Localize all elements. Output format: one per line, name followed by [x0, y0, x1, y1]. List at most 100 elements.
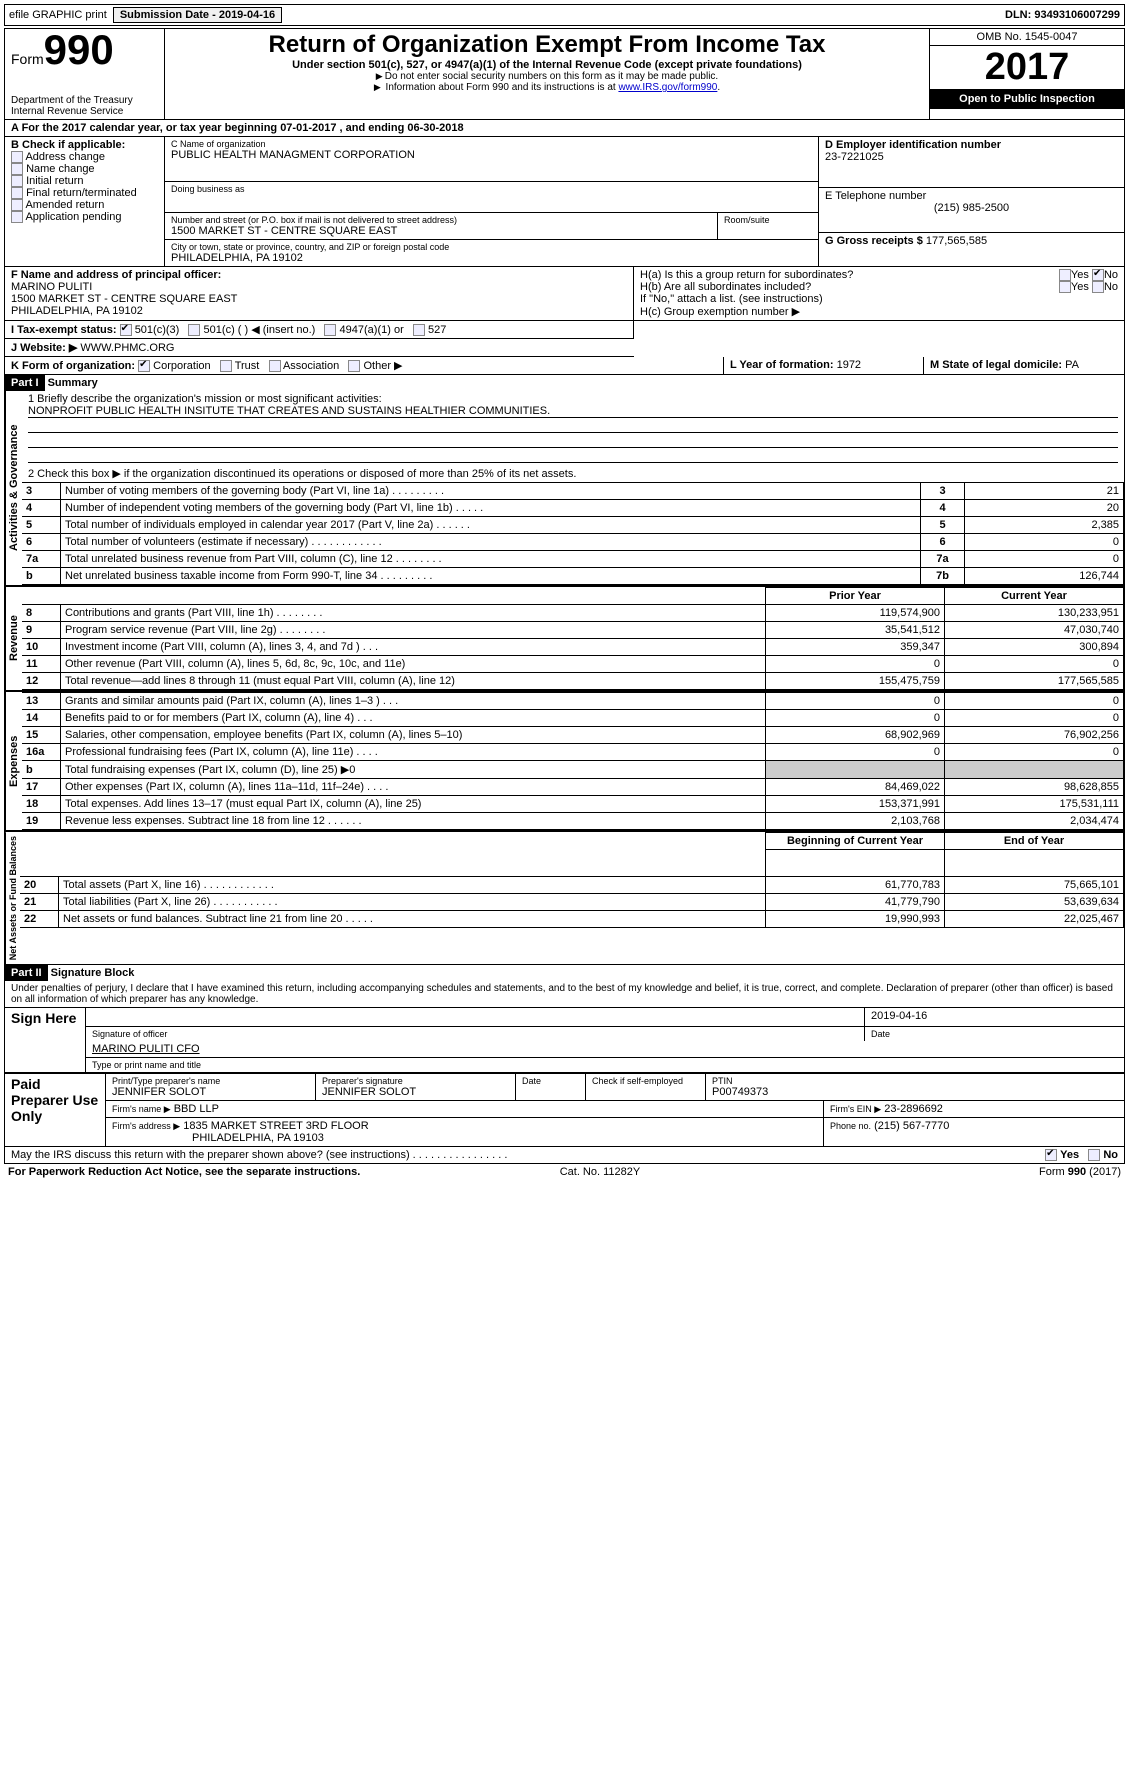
- form-label: Form: [11, 51, 44, 67]
- part-i-title: Summary: [48, 377, 98, 389]
- print-name-label: Type or print name and title: [86, 1058, 1124, 1072]
- block-h: H(a) Is this a group return for subordin…: [634, 267, 1124, 320]
- footer-paperwork: For Paperwork Reduction Act Notice, see …: [8, 1166, 360, 1178]
- sign-here-label: Sign Here: [5, 1008, 85, 1072]
- room-label: Room/suite: [724, 215, 812, 225]
- domicile-label: M State of legal domicile:: [930, 359, 1062, 371]
- year-formation-label: L Year of formation:: [730, 359, 834, 371]
- block-f: F Name and address of principal officer:…: [5, 267, 634, 320]
- irs-link[interactable]: www.IRS.gov/form990: [618, 82, 717, 93]
- firm-name: BBD LLP: [174, 1103, 219, 1115]
- hc-label: H(c) Group exemption number ▶: [640, 305, 1118, 318]
- firm-ein: 23-2896692: [884, 1103, 943, 1115]
- cb-other[interactable]: [348, 360, 360, 372]
- revenue-table: Prior YearCurrent Year8Contributions and…: [22, 587, 1124, 690]
- phone-label: E Telephone number: [825, 190, 1118, 202]
- cb-501c[interactable]: [188, 324, 200, 336]
- form-title-block: Form990 Department of the Treasury Inter…: [4, 28, 1125, 120]
- cb-hb-no[interactable]: [1092, 281, 1104, 293]
- cb-ha-yes[interactable]: [1059, 269, 1071, 281]
- side-governance: Activities & Governance: [5, 391, 22, 585]
- cb-4947[interactable]: [324, 324, 336, 336]
- table-row: 4Number of independent voting members of…: [22, 500, 1124, 517]
- efile-label: efile GRAPHIC print: [9, 9, 107, 21]
- table-row: 3Number of voting members of the governi…: [22, 483, 1124, 500]
- ein-label: D Employer identification number: [825, 139, 1118, 151]
- part-ii-title: Signature Block: [51, 967, 135, 979]
- table-row: 13Grants and similar amounts paid (Part …: [22, 693, 1124, 710]
- preparer-sig: JENNIFER SOLOT: [322, 1086, 509, 1098]
- cb-amended-return[interactable]: [11, 199, 23, 211]
- cb-name-change[interactable]: [11, 163, 23, 175]
- cb-hb-yes[interactable]: [1059, 281, 1071, 293]
- city-value: PHILADELPHIA, PA 19102: [171, 252, 812, 264]
- ha-label: H(a) Is this a group return for subordin…: [640, 269, 853, 281]
- officer-print-name: MARINO PULITI CFO: [86, 1041, 1124, 1058]
- cb-527[interactable]: [413, 324, 425, 336]
- table-row: 7aTotal unrelated business revenue from …: [22, 551, 1124, 568]
- table-row: 16aProfessional fundraising fees (Part I…: [22, 744, 1124, 761]
- dln-label: DLN: 93493106007299: [1005, 9, 1120, 21]
- form-number: 990: [44, 26, 114, 73]
- table-row: 5Total number of individuals employed in…: [22, 517, 1124, 534]
- table-row: 6Total number of volunteers (estimate if…: [22, 534, 1124, 551]
- cb-501c3[interactable]: [120, 324, 132, 336]
- addr-label: Number and street (or P.O. box if mail i…: [171, 215, 711, 225]
- cb-discuss-yes[interactable]: [1045, 1149, 1057, 1161]
- table-row: bTotal fundraising expenses (Part IX, co…: [22, 761, 1124, 779]
- cb-initial-return[interactable]: [11, 175, 23, 187]
- block-c: C Name of organization PUBLIC HEALTH MAN…: [165, 137, 819, 266]
- part-ii-label: Part II: [5, 965, 48, 981]
- table-row: 21Total liabilities (Part X, line 26) . …: [20, 893, 1124, 910]
- dba-label: Doing business as: [171, 184, 812, 194]
- block-b-label: B Check if applicable:: [11, 139, 158, 151]
- cb-application-pending-label: Application pending: [25, 211, 121, 223]
- dept-treasury: Department of the Treasury: [11, 95, 158, 106]
- submission-date-box: Submission Date - 2019-04-16: [113, 7, 282, 23]
- paid-preparer-label: Paid Preparer Use Only: [5, 1074, 105, 1146]
- block-deg: D Employer identification number 23-7221…: [819, 137, 1124, 266]
- footer-form: Form 990 (2017): [1039, 1166, 1121, 1178]
- cb-amended-return-label: Amended return: [25, 199, 104, 211]
- officer-label: F Name and address of principal officer:: [11, 269, 627, 281]
- cb-final-return-label: Final return/terminated: [26, 187, 137, 199]
- table-row: 15Salaries, other compensation, employee…: [22, 727, 1124, 744]
- org-name-label: C Name of organization: [171, 139, 812, 149]
- preparer-name: JENNIFER SOLOT: [112, 1086, 309, 1098]
- open-inspection: Open to Public Inspection: [930, 89, 1124, 109]
- instructions-line: Information about Form 990 and its instr…: [173, 82, 921, 93]
- cb-initial-return-label: Initial return: [26, 175, 83, 187]
- cb-trust[interactable]: [220, 360, 232, 372]
- website-value: WWW.PHMC.ORG: [80, 342, 174, 354]
- website-label: J Website: ▶: [11, 342, 77, 354]
- ptin: P00749373: [712, 1086, 1118, 1098]
- cb-application-pending[interactable]: [11, 211, 23, 223]
- cb-discuss-no[interactable]: [1088, 1149, 1100, 1161]
- discuss-text: May the IRS discuss this return with the…: [11, 1149, 507, 1161]
- block-b: B Check if applicable: Address change Na…: [5, 137, 165, 266]
- officer-addr2: PHILADELPHIA, PA 19102: [11, 305, 627, 317]
- efile-header-bar: efile GRAPHIC print Submission Date - 20…: [4, 4, 1125, 26]
- table-row: 20Total assets (Part X, line 16) . . . .…: [20, 876, 1124, 893]
- cb-final-return[interactable]: [11, 187, 23, 199]
- sig-officer-label: Signature of officer: [86, 1027, 864, 1041]
- cb-ha-no[interactable]: [1092, 269, 1104, 281]
- table-row: 9Program service revenue (Part VIII, lin…: [22, 622, 1124, 639]
- domicile: PA: [1065, 359, 1079, 371]
- page-footer: For Paperwork Reduction Act Notice, see …: [4, 1164, 1125, 1180]
- gross-receipts-value: 177,565,585: [926, 235, 987, 247]
- table-row: 10Investment income (Part VIII, column (…: [22, 639, 1124, 656]
- ein-value: 23-7221025: [825, 151, 1118, 163]
- tax-year-range: A For the 2017 calendar year, or tax yea…: [5, 120, 1124, 137]
- phone-value: (215) 985-2500: [825, 202, 1118, 214]
- cb-assoc[interactable]: [269, 360, 281, 372]
- net-assets-table: Beginning of Current YearEnd of Year20To…: [20, 832, 1124, 928]
- sign-date: 2019-04-16: [864, 1008, 1124, 1027]
- table-row: 11Other revenue (Part VIII, column (A), …: [22, 656, 1124, 673]
- cb-corp[interactable]: [138, 360, 150, 372]
- firm-phone: (215) 567-7770: [874, 1120, 949, 1132]
- officer-name: MARINO PULITI: [11, 281, 627, 293]
- table-row: 12Total revenue—add lines 8 through 11 (…: [22, 673, 1124, 690]
- cb-address-change[interactable]: [11, 151, 23, 163]
- form-subtitle: Under section 501(c), 527, or 4947(a)(1)…: [173, 59, 921, 71]
